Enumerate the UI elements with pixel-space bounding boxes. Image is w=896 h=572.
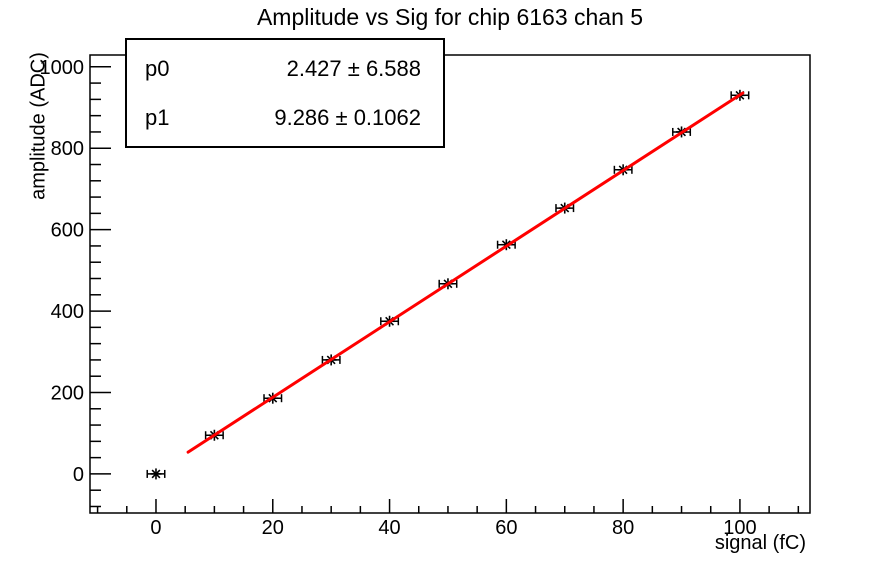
plot-frame (89, 54, 811, 514)
stat-row-p1: p1 9.286 ± 0.1062 (127, 105, 443, 131)
fit-line (186, 91, 745, 454)
y-tick-label: 0 (73, 464, 84, 486)
x-tick-label: 100 (723, 517, 756, 539)
x-tick-label: 0 (150, 517, 161, 539)
x-tick-label: 20 (262, 517, 284, 539)
stat-p1-label: p1 (145, 104, 170, 130)
y-tick-label: 200 (51, 382, 84, 404)
y-tick-label: 1000 (40, 57, 85, 79)
y-tick-label: 400 (51, 301, 84, 323)
fit-stats-box: p0 2.427 ± 6.588 p1 9.286 ± 0.1062 (125, 38, 445, 148)
stat-p0-label: p0 (145, 55, 170, 81)
stat-row-p0: p0 2.427 ± 6.588 (127, 56, 443, 82)
plot-title: Amplitude vs Sig for chip 6163 chan 5 (256, 4, 644, 30)
stat-p1-value: 9.286 ± 0.1062 (274, 104, 421, 130)
stat-p0-value: 2.427 ± 6.588 (286, 55, 421, 81)
x-tick-label: 60 (495, 517, 517, 539)
y-tick-label: 600 (51, 220, 84, 242)
y-tick-label: 800 (51, 138, 84, 160)
x-tick-label: 80 (612, 517, 634, 539)
x-tick-label: 40 (378, 517, 400, 539)
x-axis-title: signal (fC) (714, 532, 806, 554)
y-axis-title: amplitude (ADC) (27, 52, 50, 200)
data-point (146, 468, 166, 480)
asterisk-marker (151, 469, 161, 479)
